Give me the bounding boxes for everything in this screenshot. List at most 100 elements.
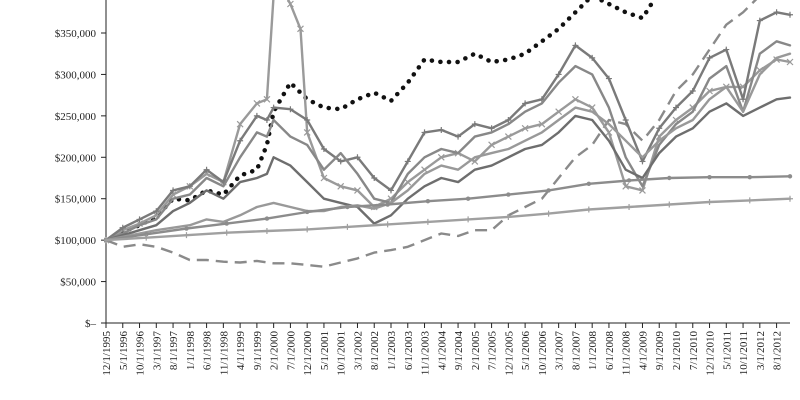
x-tick-label: 6/1/2008 [604,331,616,371]
series-7-line [104,52,792,242]
x-tick-label: 5/1/1996 [118,331,130,371]
series-4-point [438,126,445,133]
series-3-point [437,153,445,161]
series-8-point [667,175,672,181]
series-9-point [505,213,512,220]
x-tick-label: 10/1/1996 [135,331,147,376]
series-9-point [787,195,793,202]
series-4-point [505,117,512,123]
series-4-point [388,187,394,194]
series-8-point [224,221,229,226]
series-layer [104,0,794,268]
x-tick-label: 3/1/2002 [352,331,364,370]
series-4-point [304,117,311,123]
series-3-point [504,133,512,140]
x-tick-label: 9/1/2004 [453,331,465,371]
series-4-point [572,42,579,49]
x-tick-label: 5/1/2006 [520,331,532,371]
series-3-point [236,120,244,128]
series-4-point [253,112,260,119]
series-9-point [384,221,391,228]
x-tick-label: 6/1/1998 [202,331,214,371]
series-8-point [304,209,310,215]
series-8-point [264,216,270,221]
x-tick-label: 5/1/2001 [319,331,331,370]
series-9-point [666,201,673,208]
series-4-point [471,121,478,128]
series-3-point [286,0,294,8]
series-4-point [371,175,378,181]
series-4-point [153,208,160,215]
series-4-point [455,133,462,140]
y-tick-label: $300,000 [55,69,97,81]
series-4-point [119,224,126,231]
x-tick-label: 4/1/1999 [235,331,247,371]
series-4-point [320,146,327,152]
series-4-point [404,158,411,165]
x-tick-label: 12/1/2010 [705,331,717,376]
series-8-point [465,196,471,201]
series-8-point [184,226,189,231]
series-2-line [105,0,758,268]
series-8-point [787,174,793,179]
series-9-point [424,218,431,225]
x-tick-label: 1/1/1998 [185,331,197,371]
y-tick-label: $250,000 [55,111,97,123]
y-tick-label: $– [85,318,97,330]
series-4-point [203,166,210,173]
series-4-point [287,106,294,113]
y-axis: $– $50,000 $100,000 $150,000 $200,000 $250,00… [55,0,107,330]
series-4-point [186,183,193,190]
x-tick-label: 4/1/2004 [436,331,448,371]
x-tick-label: 3/1/1997 [151,331,163,371]
x-tick-label: 7/1/2010 [688,331,700,371]
x-tick-label: 7/1/2000 [285,331,297,371]
x-tick-label: 8/1/2007 [570,331,582,371]
series-9-line [104,197,792,242]
series-8-line [104,175,792,242]
x-tick-label: 3/1/2012 [755,331,767,370]
x-tick-label: 2/1/2000 [269,331,281,371]
series-9-point [104,237,109,244]
series-4-point [773,9,780,16]
series-4-point [589,54,596,61]
series-8-point [626,178,632,183]
y-tick-label: $150,000 [55,194,97,206]
series-8-point [707,174,712,180]
series-3-point [588,104,596,111]
series-8-point [546,188,551,193]
series-9-point [626,204,633,210]
series-4-point [555,71,562,78]
series-4-point [706,54,713,61]
series-8-point [586,181,592,186]
x-tick-label: 12/1/1995 [101,331,113,376]
series-8-point [747,174,752,180]
x-tick-label: 12/1/2005 [503,331,515,376]
series-3-point [337,182,345,190]
series-3-point [320,174,328,182]
series-9-point [344,223,351,230]
series-3-point [354,187,361,194]
x-tick-label: 9/1/2009 [654,331,666,371]
series-3-point [303,129,311,136]
series-4-point [656,125,663,132]
series-4-point [237,137,244,144]
series-4-point [639,158,646,165]
series-9-point [183,232,190,239]
series-3-point [404,178,412,186]
x-tick-label: 10/1/2001 [336,331,348,376]
y-tick-label: $100,000 [55,235,97,247]
x-tick-label: 4/1/2009 [637,331,649,371]
series-9-point [706,199,713,206]
series-4-point [723,46,730,53]
x-axis: 12/1/1995 5/1/1996 10/1/1996 3/1/1997 8/1/19… [101,322,790,376]
series-4-point [740,96,747,103]
series-4-point [689,88,696,94]
series-9 [104,195,793,244]
series-4-point [136,216,143,223]
x-tick-label: 11/1/1998 [218,331,230,376]
series-8-point [345,204,350,210]
series-4-point [170,187,177,194]
series-9-point [143,234,150,241]
